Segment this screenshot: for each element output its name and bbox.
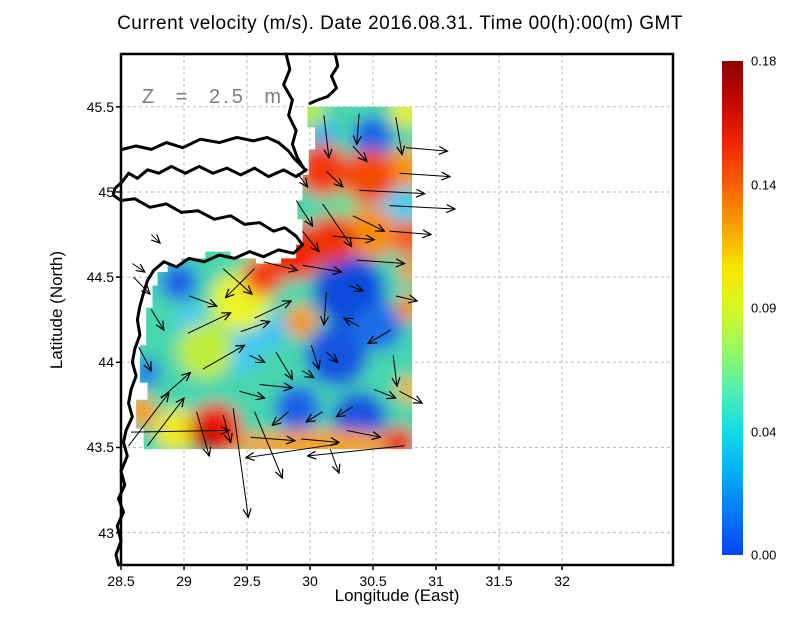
y-tick-label: 45.5	[86, 98, 114, 115]
colorbar	[722, 61, 743, 555]
x-tick-label: 29	[176, 573, 192, 589]
y-tick-label: 44.5	[86, 269, 114, 286]
x-tick-label: 32	[554, 573, 570, 589]
x-tick-label: 30	[302, 573, 318, 589]
colorbar-tick-label: 0.18	[751, 53, 777, 69]
y-axis-label: Latitude (North)	[47, 250, 66, 370]
x-tick-label: 29.5	[233, 573, 261, 589]
x-axis-label: Longitude (East)	[334, 586, 460, 605]
y-tick-label: 43	[98, 524, 114, 541]
y-tick-label: 45	[98, 183, 114, 200]
colorbar-tick-label: 0.00	[751, 547, 777, 563]
colorbar-tick-label: 0.04	[751, 424, 777, 439]
y-tick-label: 43.5	[86, 439, 114, 456]
x-tick-label: 28.5	[107, 573, 135, 589]
colorbar-tick-label: 0.14	[751, 177, 777, 192]
y-tick-label: 44	[98, 354, 114, 371]
depth-label: Z = 2.5 m	[142, 86, 285, 108]
x-tick-label: 31	[428, 573, 444, 589]
x-tick-label: 31.5	[485, 573, 513, 589]
colorbar-tick-label: 0.09	[751, 300, 777, 316]
plot-title: Current velocity (m/s). Date 2016.08.31.…	[117, 13, 683, 34]
x-tick-label: 30.5	[359, 573, 387, 589]
